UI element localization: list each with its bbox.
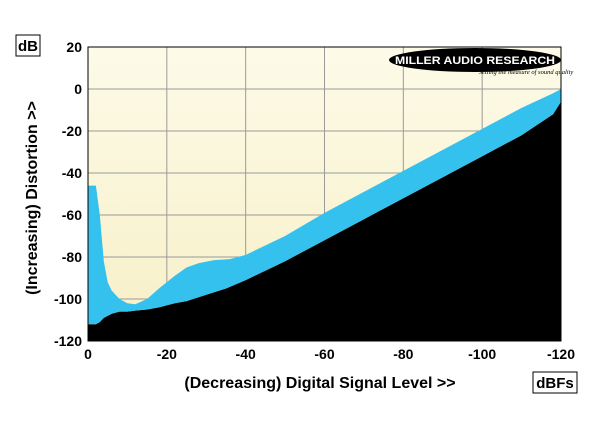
- y-axis-title: (Increasing) Distortion >>: [24, 101, 41, 295]
- y-unit-box: dB: [15, 34, 41, 57]
- below-floor-area: [88, 101, 561, 341]
- x-axis-title: (Decreasing) Digital Signal Level >>: [184, 375, 455, 392]
- x-tick-label: -100: [468, 346, 496, 362]
- x-tick-label: 0: [84, 346, 92, 362]
- y-tick-label: -40: [62, 165, 82, 181]
- logo-tagline: Setting the measure of sound quality: [479, 69, 574, 76]
- y-tick-label: -80: [62, 249, 82, 265]
- y-unit-label: dB: [18, 38, 38, 55]
- x-unit-label: dBFs: [536, 375, 574, 392]
- x-tick-label: -60: [314, 346, 334, 362]
- x-tick-labels: 0 -20 -40 -60 -80 -100 -120: [84, 346, 575, 362]
- y-tick-label: -120: [54, 333, 82, 349]
- y-tick-label: -20: [62, 123, 82, 139]
- x-tick-label: -20: [157, 346, 177, 362]
- miller-audio-research-logo: MILLER AUDIO RESEARCH Setting the measur…: [389, 48, 573, 76]
- x-unit-box: dBFs: [532, 371, 578, 394]
- y-tick-label: 20: [66, 39, 82, 55]
- distortion-band: [88, 89, 561, 325]
- plot-frame: [87, 46, 562, 342]
- y-tick-label: -100: [54, 291, 82, 307]
- y-tick-labels: 20 0 -20 -40 -60 -80 -100 -120: [54, 39, 82, 349]
- x-tick-label: -120: [547, 346, 575, 362]
- x-tick-label: -40: [236, 346, 256, 362]
- y-tick-label: -60: [62, 207, 82, 223]
- x-tick-label: -80: [393, 346, 413, 362]
- y-tick-label: 0: [74, 81, 82, 97]
- logo-wordmark: MILLER AUDIO RESEARCH: [395, 55, 555, 67]
